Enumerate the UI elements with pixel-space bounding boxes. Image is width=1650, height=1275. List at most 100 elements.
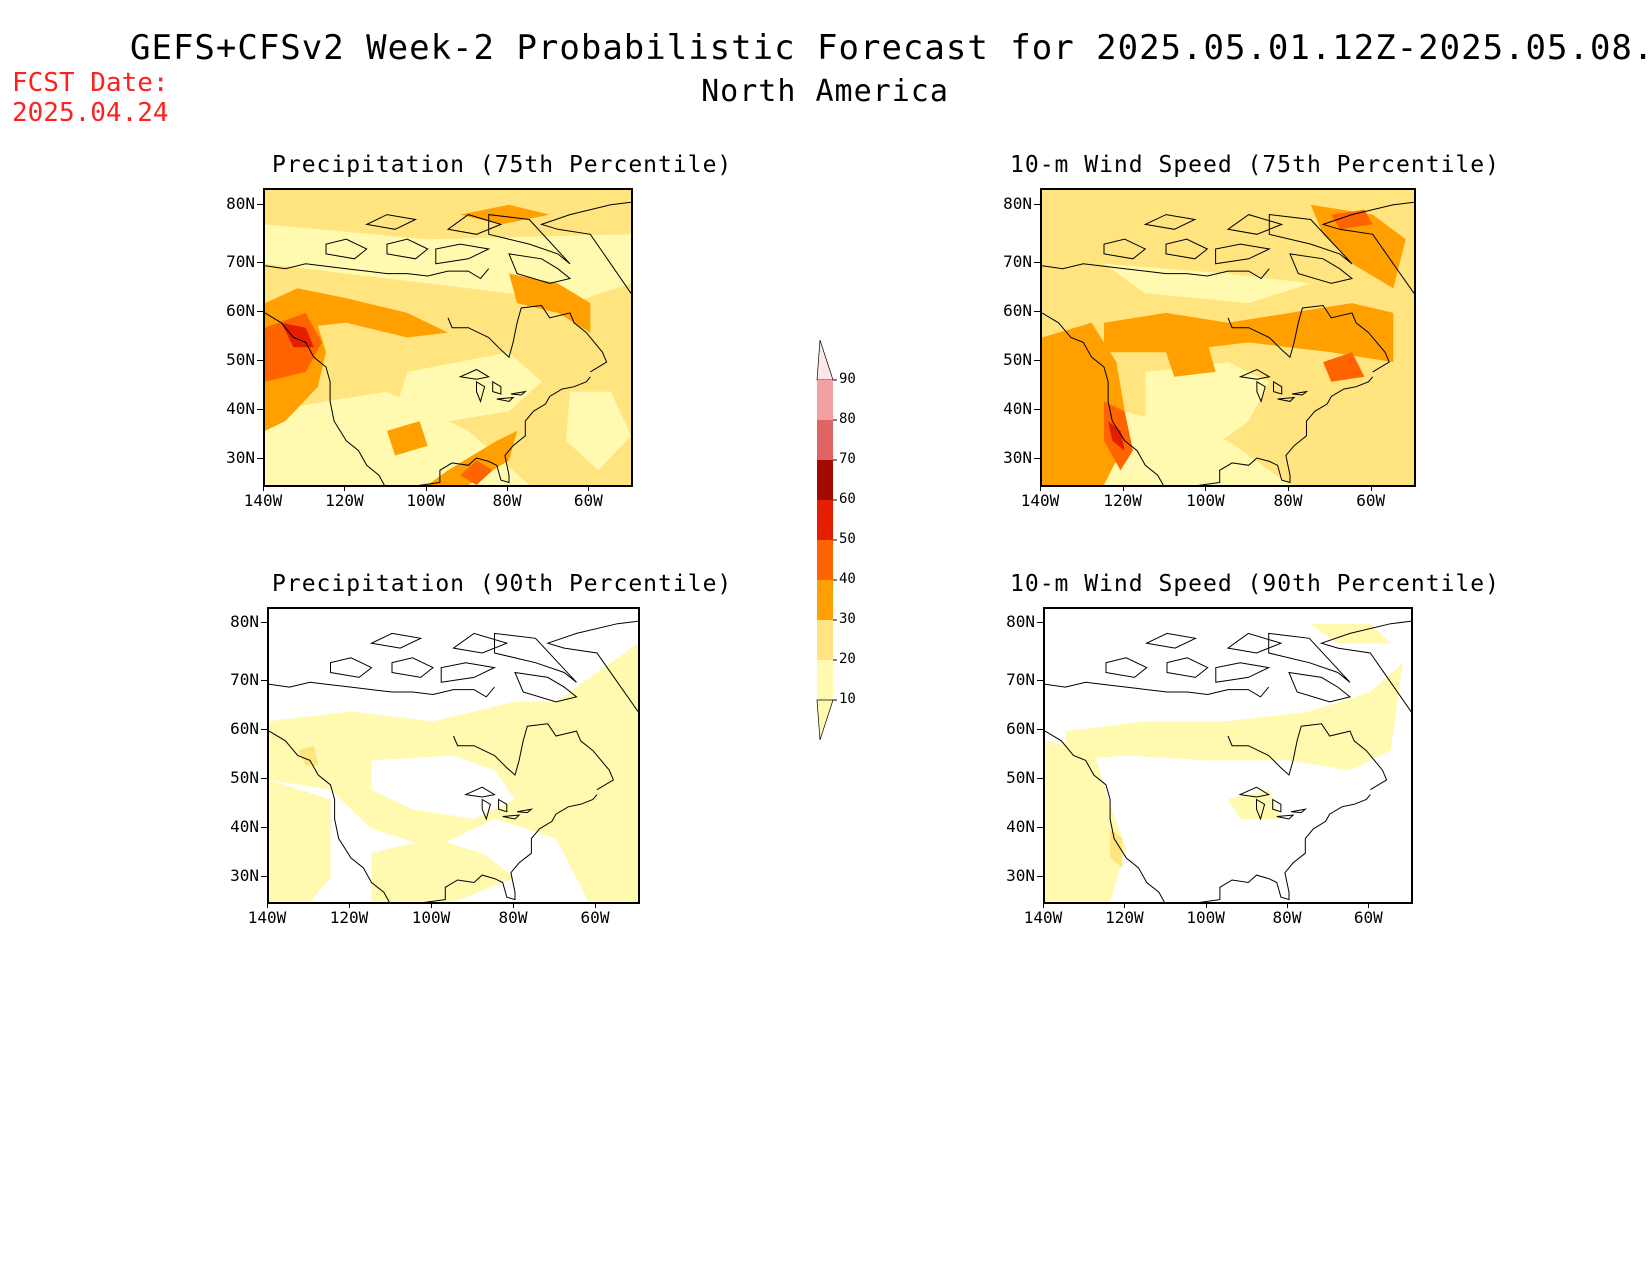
lon-tick <box>425 485 427 491</box>
lat-label: 80N <box>1003 193 1032 213</box>
colorbar-box <box>817 460 833 500</box>
map-field <box>1042 190 1414 485</box>
arctic-island <box>488 214 571 265</box>
lon-label: 100W <box>1186 908 1225 927</box>
panel-title: Precipitation (90th Percentile) <box>272 571 733 597</box>
colorbar-label: 20 <box>839 651 856 667</box>
lon-label: 80W <box>1272 908 1302 927</box>
lat-tick <box>261 622 267 624</box>
lat-tick <box>257 409 263 411</box>
arctic-island <box>369 632 423 649</box>
lon-label: 120W <box>1103 491 1142 510</box>
arctic-island <box>1105 657 1148 678</box>
lon-tick <box>1205 485 1207 491</box>
coastline <box>269 730 598 902</box>
lat-tick <box>1037 729 1043 731</box>
lat-label: 40N <box>226 399 255 419</box>
lat-tick <box>1037 826 1043 828</box>
lon-tick <box>1288 485 1289 491</box>
lat-label: 30N <box>1006 865 1035 885</box>
lon-tick <box>513 902 514 908</box>
lon-label: 80W <box>498 908 528 927</box>
colorbar-graphic <box>816 339 837 741</box>
lat-tick <box>1034 458 1040 460</box>
probability-region <box>269 779 331 902</box>
great-lake <box>1256 798 1266 821</box>
lat-tick <box>261 875 267 877</box>
arctic-island <box>1226 214 1284 235</box>
lat-label: 80N <box>1006 612 1035 632</box>
lon-label: 120W <box>1105 908 1144 927</box>
coastline <box>265 312 591 485</box>
arctic-island <box>1288 671 1352 703</box>
arctic-island <box>1165 238 1209 260</box>
arctic-coastline <box>1045 681 1270 698</box>
panel-title: Precipitation (75th Percentile) <box>272 152 733 178</box>
arctic-island <box>386 238 429 260</box>
arctic-island <box>1268 214 1353 265</box>
probability-region <box>265 312 322 382</box>
lat-tick <box>1037 622 1043 624</box>
lat-tick <box>261 729 267 731</box>
great-lake <box>502 814 521 820</box>
great-lake <box>510 390 528 396</box>
colorbar-box <box>817 540 833 580</box>
probability-region <box>1104 303 1394 363</box>
lon-tick <box>344 485 346 491</box>
panel-title: 10-m Wind Speed (75th Percentile) <box>1010 152 1500 178</box>
probability-region <box>1310 204 1406 289</box>
great-lake <box>481 798 491 821</box>
great-lake <box>496 396 515 402</box>
lon-label: 140W <box>243 491 283 510</box>
lon-label: 140W <box>1023 908 1063 927</box>
map-field <box>265 190 631 485</box>
lon-label: 80W <box>492 491 522 510</box>
probability-region <box>565 391 631 471</box>
lat-tick <box>257 310 263 312</box>
map-frame <box>263 188 633 487</box>
coastline <box>1045 730 1371 902</box>
lon-tick <box>588 485 590 491</box>
main-title: GEFS+CFSv2 Week-2 Probabilistic Forecast… <box>130 28 1650 68</box>
lat-label: 50N <box>1003 350 1032 370</box>
arctic-island <box>514 671 578 703</box>
probability-region <box>1108 421 1125 451</box>
lon-label: 120W <box>325 491 364 510</box>
probability-region <box>387 421 428 456</box>
lat-tick <box>257 203 263 205</box>
arctic-island <box>391 657 434 678</box>
probability-region <box>1166 342 1216 377</box>
probability-region <box>1042 322 1125 485</box>
arctic-island <box>1215 662 1271 683</box>
probability-region <box>395 352 542 422</box>
lat-label: 70N <box>1003 251 1032 271</box>
lon-label: 100W <box>411 908 451 927</box>
probability-region <box>371 838 515 902</box>
great-lake <box>1273 380 1283 395</box>
colorbar-label: 40 <box>839 571 856 587</box>
lat-tick <box>1037 777 1043 779</box>
lon-tick <box>507 485 508 491</box>
colorbar-box <box>817 500 833 540</box>
arctic-island <box>1166 657 1209 678</box>
lat-label: 70N <box>230 670 259 690</box>
lat-tick <box>1034 310 1040 312</box>
lat-label: 30N <box>230 865 259 885</box>
lat-label: 80N <box>226 193 255 213</box>
arctic-island <box>440 662 497 683</box>
lat-label: 50N <box>226 350 255 370</box>
map-frame <box>267 607 640 904</box>
great-lake <box>492 380 502 395</box>
lon-tick <box>431 902 432 908</box>
greenland-coastline <box>539 201 631 294</box>
lat-label: 60N <box>1006 719 1035 739</box>
arctic-island <box>1103 238 1147 260</box>
hudson-bay-coastline <box>447 304 608 373</box>
lat-label: 50N <box>1006 767 1035 787</box>
lon-label: 60W <box>1353 908 1383 927</box>
lon-label: 100W <box>406 491 445 510</box>
colorbar-box <box>817 380 833 420</box>
lon-tick <box>263 485 264 491</box>
probability-region <box>297 745 319 766</box>
hudson-bay-coastline <box>1227 723 1388 791</box>
